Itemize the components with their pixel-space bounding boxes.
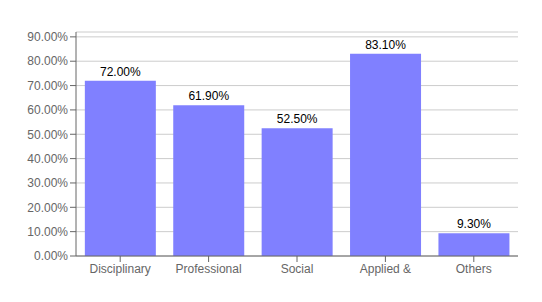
svg-text:30.00%: 30.00% [27,176,68,190]
svg-text:9.30%: 9.30% [457,217,491,231]
svg-text:52.50%: 52.50% [277,112,318,126]
svg-text:0.00%: 0.00% [34,249,68,263]
svg-text:61.90%: 61.90% [188,89,229,103]
svg-text:80.00%: 80.00% [27,54,68,68]
svg-text:83.10%: 83.10% [365,38,406,52]
svg-text:70.00%: 70.00% [27,79,68,93]
svg-text:90.00%: 90.00% [27,30,68,44]
svg-text:Disciplinary: Disciplinary [90,262,151,276]
svg-text:72.00%: 72.00% [100,65,141,79]
svg-text:Others: Others [456,262,492,276]
svg-text:Social: Social [281,262,314,276]
svg-text:Professional: Professional [176,262,242,276]
svg-text:20.00%: 20.00% [27,201,68,215]
svg-text:50.00%: 50.00% [27,128,68,142]
svg-text:10.00%: 10.00% [27,225,68,239]
svg-text:40.00%: 40.00% [27,152,68,166]
svg-text:Applied &: Applied & [360,262,411,276]
svg-text:60.00%: 60.00% [27,103,68,117]
